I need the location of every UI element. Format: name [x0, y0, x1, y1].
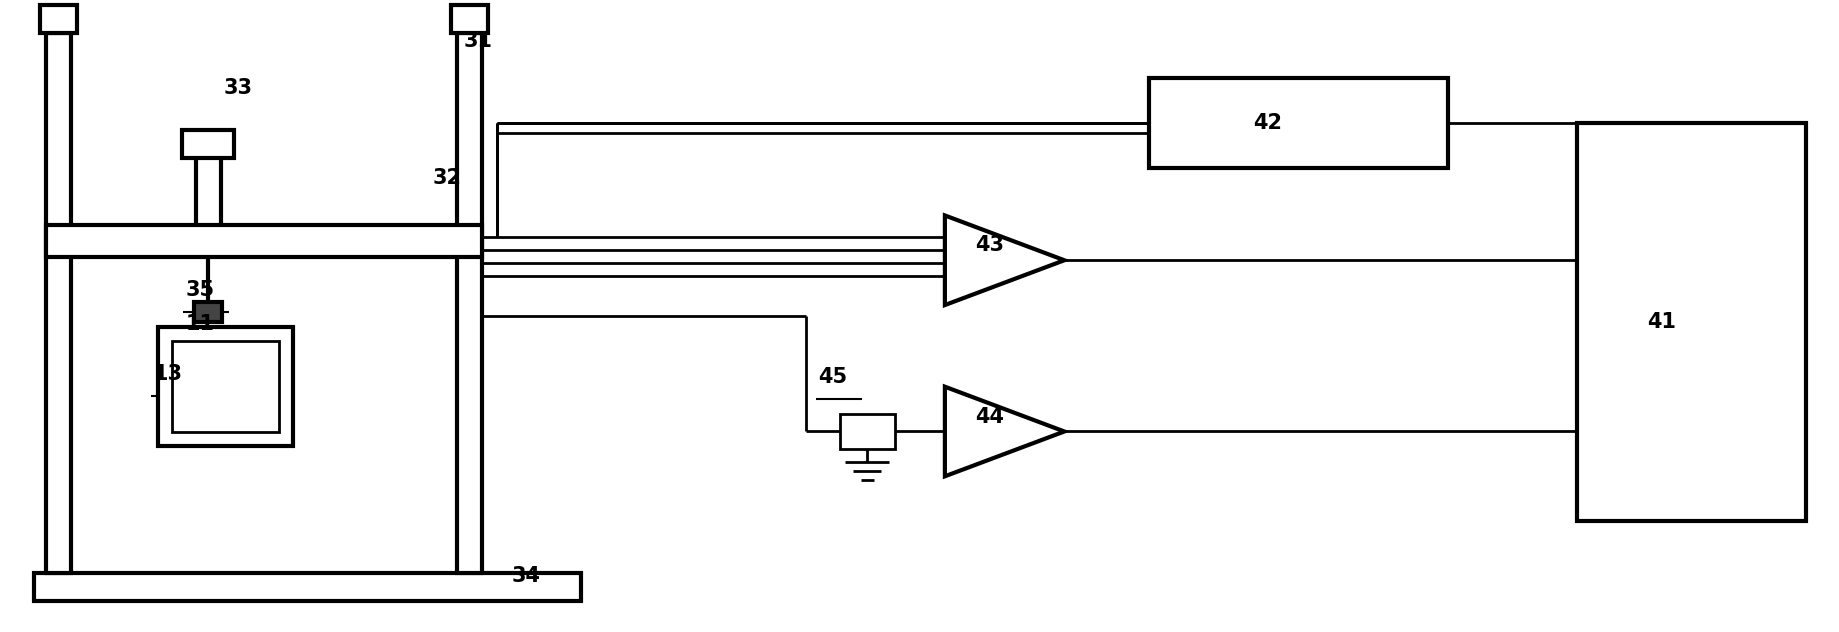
Bar [1149, 78, 1447, 167]
Bar [46, 33, 70, 573]
Text: 32: 32 [432, 167, 462, 188]
Bar [182, 130, 234, 158]
Text: 41: 41 [1646, 312, 1675, 332]
Bar [1578, 123, 1806, 521]
Polygon shape [945, 216, 1065, 305]
Bar [451, 5, 487, 33]
Bar [458, 33, 482, 573]
Text: 11: 11 [186, 314, 213, 334]
Text: 42: 42 [1254, 113, 1282, 133]
Polygon shape [945, 387, 1065, 477]
Bar [40, 5, 77, 33]
Text: 45: 45 [818, 367, 848, 387]
Bar [46, 226, 482, 257]
Text: 33: 33 [223, 78, 252, 98]
Text: 34: 34 [511, 566, 541, 586]
Bar [173, 341, 280, 432]
Bar [158, 327, 292, 446]
Bar [33, 573, 581, 601]
Bar [195, 302, 223, 322]
Text: 44: 44 [975, 406, 1004, 427]
Text: 35: 35 [186, 280, 215, 300]
Bar [840, 414, 896, 449]
Text: 43: 43 [975, 235, 1004, 255]
Text: 31: 31 [463, 31, 493, 51]
Text: 13: 13 [153, 364, 182, 384]
